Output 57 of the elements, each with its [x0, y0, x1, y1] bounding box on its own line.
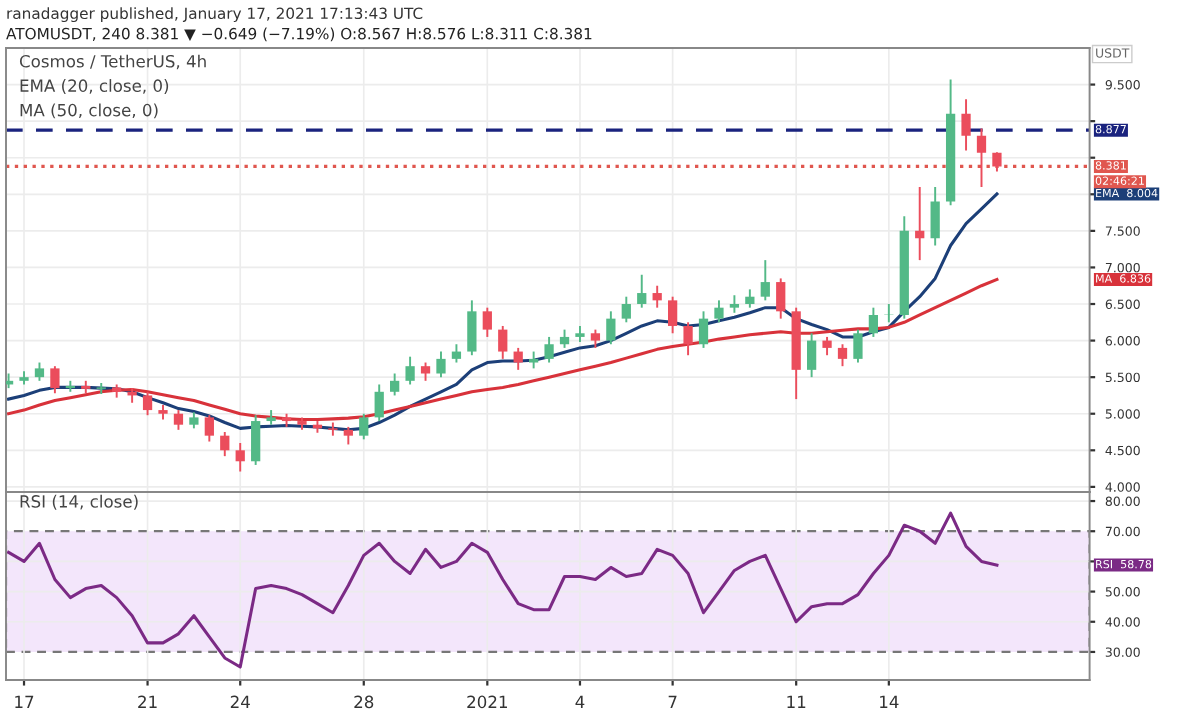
candlestick — [915, 186, 925, 262]
candlestick — [204, 414, 214, 443]
candlestick — [930, 186, 940, 247]
candlestick — [173, 409, 184, 431]
candlestick — [868, 306, 879, 338]
annotation: EMA (20, close, 0) — [20, 79, 169, 94]
candlestick — [652, 284, 662, 309]
candlestick — [822, 335, 832, 357]
candlestick — [251, 414, 261, 466]
candlestick — [467, 299, 477, 357]
candlestick — [776, 277, 786, 320]
candlestick — [235, 442, 245, 473]
x-tick-label: 11 — [787, 695, 806, 708]
candlestick — [34, 361, 45, 382]
candlestick — [714, 299, 724, 324]
candlestick — [668, 295, 678, 335]
x-tick-label: 14 — [880, 695, 899, 708]
candlestick — [760, 259, 770, 302]
chart-title: RSI (14, close) — [20, 494, 138, 510]
candlestick — [698, 310, 709, 349]
candlestick — [837, 343, 848, 368]
candlestick — [513, 346, 523, 371]
candlestick — [606, 310, 616, 346]
candlestick — [390, 372, 400, 397]
line-series — [7, 511, 999, 669]
candlestick — [359, 412, 369, 441]
chart-title: Cosmos / TetherUS, 4h — [19, 54, 206, 70]
candlestick — [436, 350, 446, 379]
candlestick — [498, 324, 508, 360]
candlestick — [683, 321, 693, 357]
candlestick — [590, 328, 601, 349]
candlestick — [961, 98, 971, 152]
x-tick-label: 7 — [668, 695, 677, 708]
candlestick — [992, 151, 1002, 173]
x-tick-label: 24 — [230, 695, 250, 708]
candlestick — [745, 288, 755, 309]
candlestick — [559, 328, 570, 349]
candlestick — [142, 390, 153, 417]
candlestick — [50, 365, 60, 395]
x-tick-label: 17 — [15, 695, 34, 708]
candlestick — [853, 328, 863, 364]
x-tick-label: 2021 — [467, 695, 507, 709]
candlestick — [220, 431, 230, 458]
x-tick-label: 21 — [138, 695, 157, 708]
candlestick — [482, 306, 492, 338]
candlestick — [976, 127, 987, 188]
candlestick — [544, 335, 554, 364]
x-tick-label: 28 — [354, 695, 374, 709]
candlestick — [621, 295, 631, 324]
candlestick — [637, 273, 647, 309]
candlestick — [374, 383, 384, 423]
candlestick — [420, 361, 431, 382]
x-tick-label: 4 — [575, 695, 585, 708]
candlestick — [451, 343, 462, 364]
candlestick — [806, 332, 817, 379]
candlestick — [405, 355, 415, 386]
annotation: MA (50, close, 0) — [20, 103, 158, 119]
